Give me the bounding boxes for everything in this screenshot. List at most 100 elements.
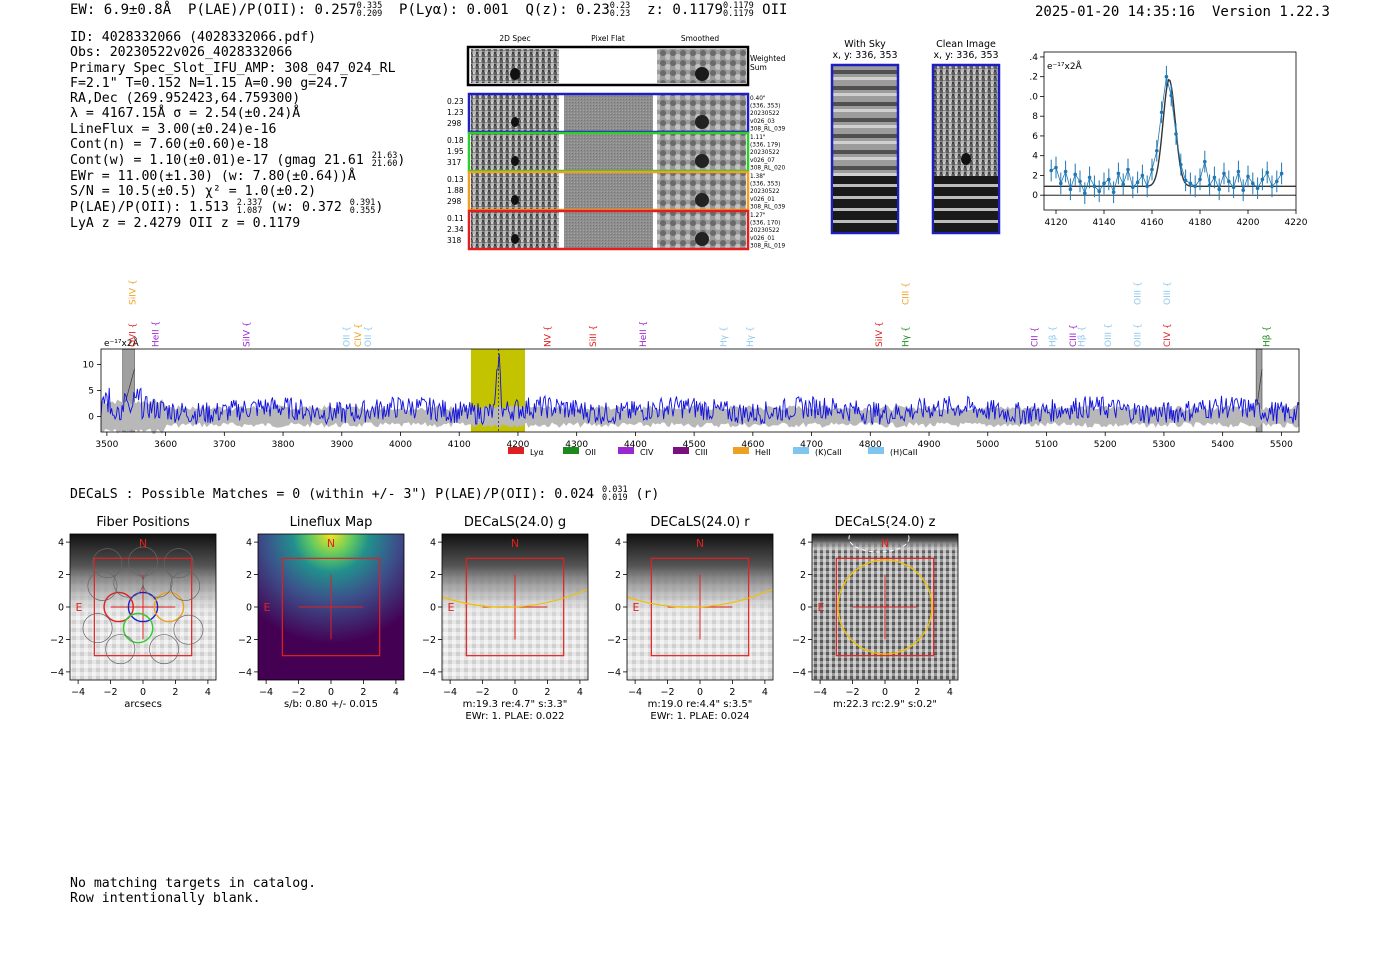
line-id-label: Hγ { [746, 326, 756, 347]
fiber-circle [87, 570, 118, 601]
legend-swatch [673, 447, 689, 454]
full-xtick-label: 4100 [448, 440, 471, 450]
fiber-circle [142, 567, 173, 598]
zoom-data-point [1073, 172, 1077, 177]
clean-coords: x, y: 336, 353 [933, 50, 998, 61]
zoom-data-point [1059, 181, 1063, 186]
header-qz: Q(z): 0.23 [525, 2, 610, 18]
panel-xtick-label: 2 [729, 687, 735, 698]
panel-xtick-label: −4 [628, 687, 642, 698]
cutout-frame [467, 209, 750, 251]
line-id-label: SiII { [589, 325, 599, 347]
zoom-data-point [1068, 187, 1073, 192]
info-fiber: F=2.1" T=0.152 N=1.15 A=0.90 g=24.7 [70, 75, 348, 91]
legend-swatch [508, 447, 524, 454]
panel-xtick-label: 2 [360, 687, 366, 698]
legend-swatch [618, 447, 634, 454]
with-sky-dark-band [833, 176, 897, 232]
cutout-right-label: 20230522 [750, 189, 780, 195]
aperture-ellipse-arc [626, 588, 774, 608]
panel-caption: m:22.3 rc:2.9" s:0.2" [833, 699, 937, 710]
full-xtick-label: 5500 [1270, 440, 1293, 450]
zoom-data-point [1260, 177, 1265, 182]
panel-ytick-label: −4 [607, 667, 621, 678]
weighted-spot [510, 68, 520, 80]
footer-line-2: Row intentionally blank. [70, 891, 261, 906]
full-ytick-label: 10 [83, 361, 95, 371]
panel-ytick-label: −4 [50, 667, 64, 678]
panel-ytick-label: −4 [238, 667, 252, 678]
panel-xtick-label: −2 [476, 687, 490, 698]
cutout-smoothed-spot [695, 193, 709, 207]
panel-ytick-label: −4 [792, 667, 806, 678]
zoom-ytick-label: 6 [1032, 132, 1038, 142]
panel-xtick-label: 4 [577, 687, 583, 698]
aperture-ellipse-arc [441, 588, 589, 608]
zoom-xtick-label: 4220 [1285, 218, 1308, 228]
legend-swatch [563, 447, 579, 454]
fiber-circle [163, 548, 194, 579]
cutout-right-label: 1.11" [750, 135, 766, 141]
cutout-right-label: 20230522 [750, 150, 780, 156]
panel-ytick-label: 0 [246, 603, 252, 614]
zoom-data-point [1279, 171, 1284, 176]
legend-label: CIV [640, 448, 654, 457]
full-xtick-label: 4300 [565, 440, 588, 450]
zoom-data-point [1193, 184, 1197, 189]
panel-xtick-label: 0 [697, 687, 703, 698]
zoom-data-point [1054, 165, 1058, 170]
panel-title: Lineflux Map [290, 515, 373, 530]
panel-title: DECaLS(24.0) r [650, 515, 750, 530]
cutout-left-label: 298 [447, 119, 462, 128]
panel-ytick-label: 2 [430, 570, 436, 581]
zoom-data-point [1135, 180, 1140, 185]
panel-xtick-label: 4 [947, 687, 953, 698]
weighted-label-1: Weighted [750, 54, 786, 63]
cutout-right-label: (336, 170) [750, 221, 780, 227]
east-label: E [264, 601, 271, 614]
clean-title: Clean Image [936, 39, 996, 50]
cutout-left-label: 1.23 [447, 108, 464, 117]
full-xtick-label: 4400 [624, 440, 647, 450]
panel-ytick-label: −2 [238, 635, 252, 646]
cutout-right-label: 308_RL_019 [750, 243, 785, 249]
fiber-circle [170, 570, 201, 601]
line-id-label: OIII { [1104, 323, 1114, 347]
info-id: ID: 4028332066 (4028332066.pdf) [70, 30, 317, 45]
zoom-data-point [1236, 169, 1241, 174]
full-xtick-label: 4200 [506, 440, 529, 450]
zoom-data-point [1126, 167, 1130, 172]
panel-xtick-label: −2 [292, 687, 306, 698]
info-sn: S/N = 10.5(±0.5) χ² = 1.0(±0.2) [70, 183, 317, 199]
north-label: N [139, 537, 147, 550]
full-xtick-label: 4700 [800, 440, 823, 450]
cutout-spot [511, 117, 519, 127]
panel-group: Fiber Positions N E −4 −4 −2 −2 0 0 2 2 4 4 arcsecs Li… [50, 515, 959, 722]
zoom-data-point [1255, 186, 1260, 191]
panel-title: DECaLS(24.0) z [835, 515, 936, 530]
info-lambda: λ = 4167.15Å σ = 2.54(±0.24)Å [70, 106, 301, 122]
panel-xtick-label: 4 [205, 687, 211, 698]
zoom-ytick-label: 2 [1032, 171, 1038, 181]
panel-xtick-label: −4 [71, 687, 85, 698]
legend-label: (K)CaII [815, 448, 842, 457]
line-id-label: SiIV { [129, 279, 139, 305]
info-lyaz: LyA z = 2.4279 OII z = 0.1179 [70, 215, 301, 231]
panel-ytick-label: 0 [58, 603, 64, 614]
cutout-right-label: 1.38" [750, 174, 766, 180]
zoom-data-point [1188, 181, 1193, 186]
image-panel: DECaLS(24.0) r N E −4 −4 −2 −2 0 0 2 2 4 4 m:19.0 re:… [607, 515, 774, 722]
zoom-data-point [1265, 170, 1269, 175]
info-lineflux: LineFlux = 3.00(±0.24)e-16 [70, 121, 277, 137]
weighted-label-2: Sum [750, 63, 767, 72]
line-id-label: SiIV { [243, 321, 253, 347]
panel-caption: arcsecs [124, 699, 162, 710]
full-xtick-label: 4600 [741, 440, 764, 450]
full-xtick-label: 5000 [976, 440, 999, 450]
fiber-circle [149, 634, 180, 665]
zoom-data-point [1179, 162, 1183, 167]
east-label: E [76, 601, 83, 614]
info-radec: RA,Dec (269.952423,64.759300) [70, 91, 301, 107]
panel-caption: m:19.3 re:4.7" s:3.3" [463, 699, 568, 710]
masked-hatch [1255, 368, 1263, 413]
